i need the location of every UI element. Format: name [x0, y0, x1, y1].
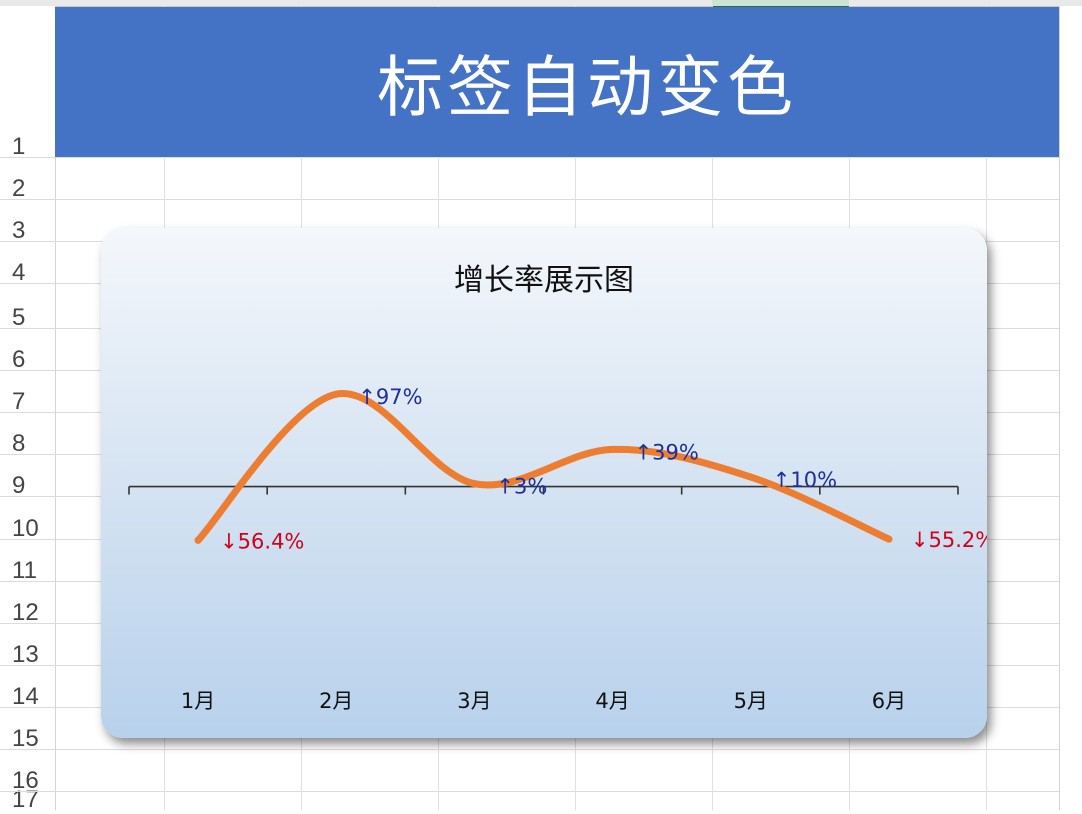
- row-header-gutter: 1 2 3 4 5 6 7 8 9 10 11 12 13 14 15 16 17: [0, 6, 56, 813]
- data-point: [885, 535, 893, 543]
- data-point: [747, 473, 755, 481]
- data-label: ↑10%: [773, 468, 837, 492]
- row-number[interactable]: 12: [12, 599, 39, 626]
- row-gridline: [0, 791, 1082, 792]
- row-number[interactable]: 9: [12, 472, 26, 499]
- row-number[interactable]: 10: [12, 515, 39, 542]
- row-number[interactable]: 8: [12, 430, 26, 457]
- x-tick-label: 5月: [734, 689, 768, 713]
- x-tick-label: 3月: [457, 689, 491, 713]
- row-number[interactable]: 5: [12, 304, 26, 331]
- data-point: [194, 536, 202, 544]
- row-number[interactable]: 13: [12, 641, 39, 668]
- data-label: ↑97%: [358, 385, 422, 409]
- growth-rate-line: [194, 390, 893, 544]
- row-number[interactable]: 7: [12, 388, 26, 415]
- chart-title: 增长率展示图: [454, 263, 634, 298]
- data-point: [332, 390, 340, 398]
- x-tick-label: 6月: [872, 689, 906, 713]
- row-number[interactable]: 14: [12, 683, 39, 710]
- x-tick-label: 4月: [595, 689, 629, 713]
- data-point: [470, 480, 478, 488]
- row-gridline: [0, 749, 1082, 750]
- row-gridline: [0, 157, 1082, 158]
- row-gridline: [0, 199, 1082, 200]
- row-number[interactable]: 3: [12, 217, 26, 244]
- row-number[interactable]: 1: [12, 133, 26, 160]
- x-tick-label: 2月: [319, 689, 353, 713]
- data-label: ↓56.4%: [220, 529, 304, 553]
- sheet-title: 标签自动变色: [377, 49, 797, 126]
- chart-canvas: 增长率展示图 1月 2月 3月 4月 5月 6月 ↓56.4% ↑97% ↑3% ↑39% ↑10% ↓…: [128, 263, 987, 713]
- row-number[interactable]: 11: [12, 557, 37, 584]
- row-number[interactable]: 4: [12, 259, 26, 286]
- row-number[interactable]: 6: [12, 346, 26, 373]
- title-banner-cell[interactable]: 标签自动变色: [55, 7, 1059, 157]
- data-label: ↓55.2%: [911, 528, 987, 552]
- x-tick-label: 1月: [181, 689, 215, 713]
- data-label: ↑39%: [635, 440, 699, 464]
- data-point: [609, 445, 617, 453]
- growth-rate-chart[interactable]: 增长率展示图 1月 2月 3月 4月 5月 6月 ↓56.4% ↑97% ↑3% ↑39% ↑10% ↓…: [101, 228, 987, 738]
- row-number[interactable]: 2: [12, 175, 26, 202]
- row-number[interactable]: 15: [12, 725, 39, 752]
- row-number[interactable]: 17: [12, 786, 39, 813]
- data-label: ↑3%: [496, 475, 547, 499]
- sheet-right-edge: [1059, 6, 1082, 810]
- column-header-bar: [0, 0, 1082, 8]
- row-number[interactable]: 16: [12, 767, 39, 794]
